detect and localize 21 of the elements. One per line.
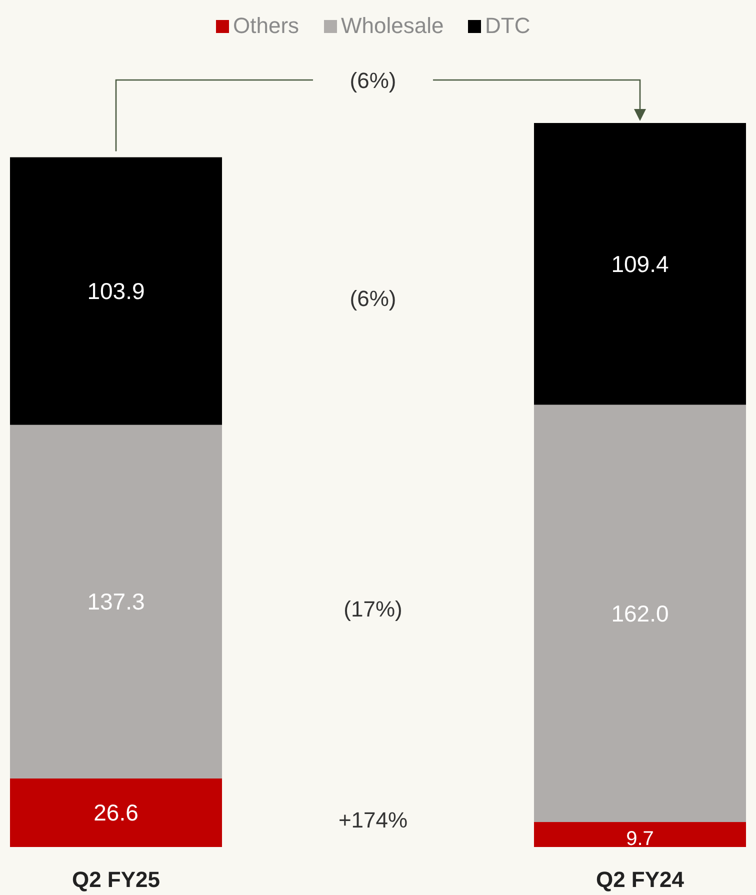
x-tick-label: Q2 FY24 [596,867,685,892]
bar [534,822,746,847]
bar [534,123,746,405]
annotation: (6%) [350,286,396,312]
data-label: 103.9 [87,278,145,304]
annotation: +174% [338,808,408,833]
bar [534,404,746,822]
data-label: 26.6 [94,800,138,826]
data-label: 109.4 [611,250,669,277]
text: (6%) [350,68,396,93]
bar [10,157,222,425]
legend-label: DTC [485,13,530,38]
bar [10,778,222,847]
legend-label: Others [233,13,300,38]
data-label: 137.3 [87,588,145,615]
bar [10,424,222,778]
annotation: (17%) [344,596,402,622]
x-tick-label: Q2 FY25 [72,867,160,892]
data-label: 9.7 [626,828,654,850]
legend-label: Wholesale [341,13,444,38]
data-label: 162.0 [611,600,669,626]
